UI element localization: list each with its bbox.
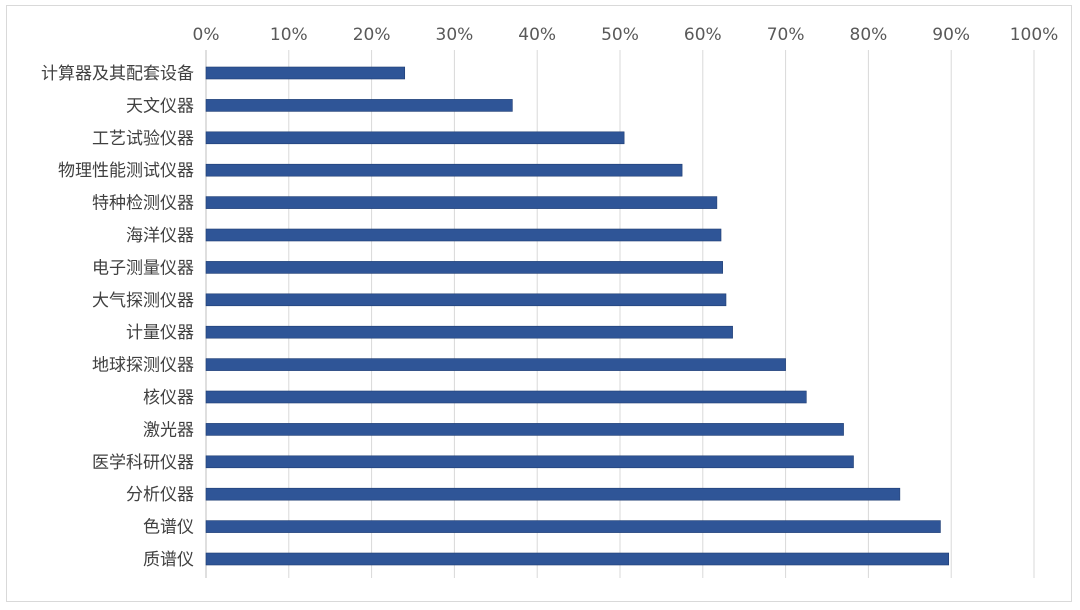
category-label: 工艺试验仪器 xyxy=(92,129,194,149)
bar xyxy=(205,487,901,501)
category-label: 核仪器 xyxy=(143,388,194,408)
category-label: 色谱仪 xyxy=(143,518,194,538)
x-tick-label: 40% xyxy=(518,25,556,45)
bar xyxy=(205,552,950,566)
bar xyxy=(205,196,718,209)
x-tick-label: 80% xyxy=(850,25,888,45)
x-tick-label: 100% xyxy=(1010,25,1059,45)
category-label: 电子测量仪器 xyxy=(92,258,194,278)
bar xyxy=(205,520,941,533)
bar xyxy=(205,228,722,242)
category-label: 大气探测仪器 xyxy=(92,291,194,311)
category-label: 质谱仪 xyxy=(143,550,194,570)
category-label: 地球探测仪器 xyxy=(92,356,194,376)
bar xyxy=(205,325,733,339)
bar xyxy=(205,163,683,177)
x-tick-label: 20% xyxy=(353,25,391,45)
category-label: 医学科研仪器 xyxy=(92,453,194,473)
x-tick-label: 70% xyxy=(767,25,805,45)
bar xyxy=(205,423,844,436)
x-tick-label: 60% xyxy=(684,25,722,45)
x-tick-label: 90% xyxy=(932,25,970,45)
x-tick-label: 0% xyxy=(193,25,220,45)
category-label: 物理性能测试仪器 xyxy=(58,161,194,181)
bar xyxy=(205,66,406,80)
category-label: 海洋仪器 xyxy=(126,226,194,246)
category-label: 计算器及其配套设备 xyxy=(41,64,194,84)
category-label: 计量仪器 xyxy=(126,323,194,343)
category-labels: 计算器及其配套设备天文仪器工艺试验仪器物理性能测试仪器特种检测仪器海洋仪器电子测… xyxy=(41,64,194,570)
bar xyxy=(205,358,786,371)
bars xyxy=(205,66,950,566)
bar xyxy=(205,261,723,274)
x-tick-label: 30% xyxy=(436,25,474,45)
category-label: 激光器 xyxy=(143,420,194,440)
bar xyxy=(205,99,513,112)
category-label: 特种检测仪器 xyxy=(92,194,194,214)
x-tick-label: 50% xyxy=(601,25,639,45)
bar xyxy=(205,455,854,469)
x-tick-label: 10% xyxy=(270,25,308,45)
category-label: 天文仪器 xyxy=(126,96,194,116)
bar xyxy=(205,293,727,307)
category-label: 分析仪器 xyxy=(126,485,194,505)
bar xyxy=(205,131,625,145)
x-axis-tick-labels: 0% 10% 20% 30% 40% 50% 60% 70% 80% 90% 100% xyxy=(193,25,1059,45)
bar xyxy=(205,390,807,404)
